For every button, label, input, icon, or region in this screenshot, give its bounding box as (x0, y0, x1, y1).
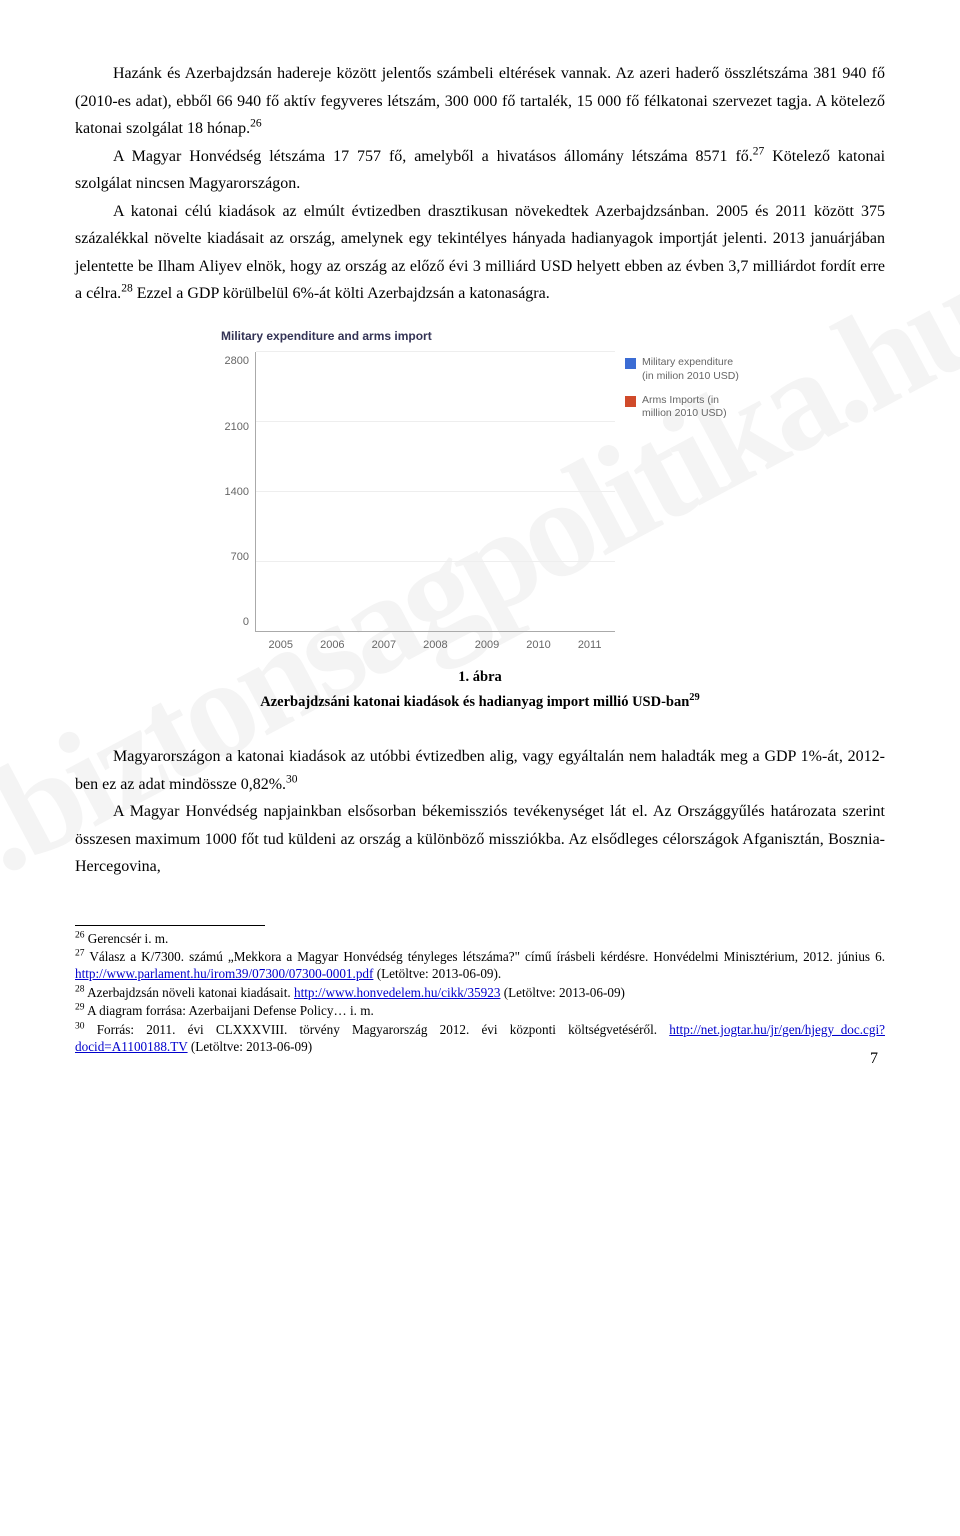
legend-item: Military expenditure (in milion 2010 USD… (625, 356, 741, 383)
x-tick: 2011 (578, 636, 602, 655)
paragraph-1: Hazánk és Azerbajdzsán hadereje között j… (75, 60, 885, 143)
legend-label: Military expenditure (in milion 2010 USD… (642, 356, 741, 383)
chart-title: Military expenditure and arms import (221, 326, 745, 347)
footnotes-separator (75, 925, 265, 926)
legend-item: Arms Imports (in million 2010 USD) (625, 394, 741, 421)
footnote-ref-28: 28 (121, 283, 133, 295)
text: Magyarországon a katonai kiadások az utó… (75, 748, 885, 793)
legend-swatch (625, 358, 636, 369)
text: A Magyar Honvédség napjainkban elsősorba… (75, 803, 885, 875)
chart-plot-area (255, 352, 615, 632)
footnote-27-link[interactable]: http://www.parlament.hu/irom39/07300/073… (75, 966, 373, 981)
footnotes: 26 Gerencsér i. m. 27 Válasz a K/7300. s… (75, 930, 885, 1056)
chart-legend: Military expenditure (in milion 2010 USD… (615, 352, 745, 632)
y-tick: 1400 (225, 483, 249, 502)
page-content: Hazánk és Azerbajdzsán hadereje között j… (75, 60, 885, 1056)
x-tick: 2006 (320, 636, 344, 655)
text: Ezzel a GDP körülbelül 6%-át költi Azerb… (133, 285, 550, 302)
x-tick: 2007 (372, 636, 396, 655)
gridline (256, 351, 615, 352)
footnote-ref-30: 30 (286, 773, 298, 785)
figure-caption: 1. ábra Azerbajdzsáni katonai kiadások é… (75, 665, 885, 715)
x-tick: 2008 (423, 636, 447, 655)
y-tick: 2800 (225, 352, 249, 371)
footnote-28: 28 Azerbajdzsán növeli katonai kiadásait… (75, 984, 885, 1001)
paragraph-2: A katonai célú kiadások az elmúlt évtize… (75, 198, 885, 308)
paragraph-3: Magyarországon a katonai kiadások az utó… (75, 743, 885, 798)
gridline (256, 491, 615, 492)
y-tick: 0 (243, 613, 249, 632)
x-tick: 2009 (475, 636, 499, 655)
legend-swatch (625, 396, 636, 407)
paragraph-1b: A Magyar Honvédség létszáma 17 757 fő, a… (75, 143, 885, 198)
legend-label: Arms Imports (in million 2010 USD) (642, 394, 741, 421)
gridline (256, 421, 615, 422)
y-tick: 2100 (225, 418, 249, 437)
footnote-26: 26 Gerencsér i. m. (75, 930, 885, 947)
footnote-27: 27 Válasz a K/7300. számú „Mekkora a Mag… (75, 948, 885, 983)
text: A Magyar Honvédség létszáma 17 757 fő, a… (113, 148, 753, 165)
chart-y-axis: 2800 2100 1400 700 0 (215, 352, 255, 632)
gridline (256, 561, 615, 562)
chart-bars (256, 352, 615, 631)
paragraph-4: A Magyar Honvédség napjainkban elsősorba… (75, 798, 885, 881)
x-tick: 2010 (526, 636, 550, 655)
footnote-ref-26: 26 (250, 118, 262, 130)
footnote-28-link[interactable]: http://www.honvedelem.hu/cikk/35923 (294, 985, 500, 1000)
chart-x-axis: 2005 2006 2007 2008 2009 2010 2011 (255, 632, 615, 655)
footnote-30: 30 Forrás: 2011. évi CLXXXVIII. törvény … (75, 1021, 885, 1056)
figure-number: 1. ábra (458, 669, 502, 685)
text: Hazánk és Azerbajdzsán hadereje között j… (75, 65, 885, 137)
footnote-ref-27: 27 (753, 145, 765, 157)
x-tick: 2005 (269, 636, 293, 655)
bar-chart: Military expenditure and arms import 280… (215, 326, 745, 656)
footnote-29: 29 A diagram forrása: Azerbaijani Defens… (75, 1002, 885, 1019)
y-tick: 700 (231, 548, 249, 567)
figure-title: Azerbajdzsáni katonai kiadások és hadian… (260, 694, 699, 710)
